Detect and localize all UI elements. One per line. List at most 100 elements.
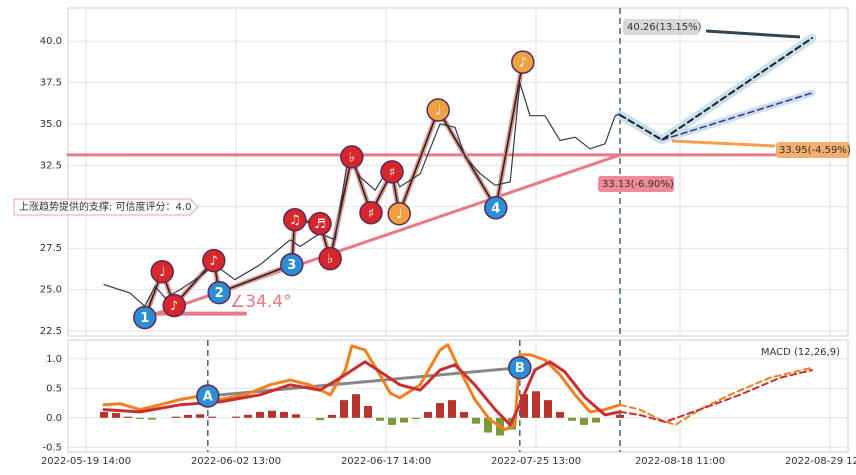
marker-label: ♭ — [327, 252, 333, 267]
histogram-bar — [592, 417, 600, 423]
histogram-bar — [316, 417, 324, 421]
low-label: 33.13(-6.90%) — [602, 179, 674, 190]
marker — [318, 246, 342, 271]
histogram-bar — [388, 417, 396, 425]
mid-label: 33.95(-4.59%) — [779, 145, 851, 156]
y-tick-label: 22.5 — [40, 326, 62, 337]
histogram-bar — [328, 414, 336, 418]
y-tick-label: -0.5 — [42, 442, 62, 453]
macd-title: MACD (12,26,9) — [761, 347, 840, 358]
marker — [162, 293, 186, 318]
marker-label: ♩ — [435, 104, 441, 119]
marker — [508, 355, 532, 380]
histogram-bar — [484, 417, 492, 433]
label-box — [598, 176, 674, 192]
series-line — [102, 360, 622, 427]
histogram-bar — [232, 416, 240, 418]
histogram-bar — [172, 416, 180, 418]
marker — [196, 384, 220, 408]
marker — [340, 145, 364, 169]
histogram-bar — [364, 406, 372, 418]
marker-label: ♯ — [389, 165, 395, 180]
histogram-bar — [520, 394, 528, 418]
marker-label: 3 — [287, 258, 296, 273]
histogram-bar — [268, 410, 276, 418]
histogram-bar — [568, 417, 576, 421]
marker — [283, 207, 307, 232]
histogram-bar — [376, 417, 384, 421]
marker — [484, 196, 508, 220]
y-tick-label: 1.0 — [46, 354, 62, 365]
histogram-bar — [556, 411, 564, 418]
y-tick-label: 25.0 — [40, 285, 62, 296]
y-tick-label: 40.0 — [40, 36, 62, 47]
histogram-bar — [124, 416, 132, 418]
histogram-bar — [400, 417, 408, 423]
marker-label: ♪ — [519, 56, 527, 71]
histogram-bar — [112, 413, 120, 418]
histogram-bar — [292, 414, 300, 418]
arrow — [671, 139, 776, 148]
high-label: 40.26(13.15%) — [627, 22, 702, 33]
label-box — [776, 142, 850, 158]
marker — [511, 50, 535, 74]
series-line — [661, 92, 813, 141]
series-line-core — [144, 61, 524, 319]
marker-label: 4 — [491, 201, 500, 216]
x-tick-label: 2022-07-25 13:00 — [491, 456, 581, 467]
marker-label: ♩ — [159, 265, 165, 280]
marker-label: ♯ — [368, 206, 374, 221]
histogram-bar — [184, 414, 192, 418]
histogram-bar — [580, 417, 588, 425]
histogram-bar — [100, 411, 108, 418]
marker-label: ♫ — [289, 213, 301, 228]
marker — [202, 248, 226, 273]
y-tick-label: 0.0 — [46, 413, 62, 424]
marker-label: 1 — [140, 311, 149, 326]
marker — [359, 201, 383, 225]
y-tick-label: 37.5 — [40, 78, 62, 89]
y-tick-label: 32.5 — [40, 160, 62, 171]
series-line — [619, 37, 813, 141]
histogram-bar — [256, 411, 264, 418]
histogram-bar — [424, 411, 432, 418]
histogram-bar — [412, 417, 420, 419]
marker-label: 2 — [215, 286, 224, 301]
histogram-bar — [460, 411, 468, 418]
arrow — [705, 29, 801, 39]
angle-label: ∠34.4° — [230, 292, 292, 312]
marker — [380, 160, 404, 184]
y-tick-label: 35.0 — [40, 119, 62, 130]
x-tick-label: 2022-05-19 14:00 — [41, 456, 131, 467]
x-tick-label: 2022-06-17 14:00 — [341, 456, 431, 467]
histogram-bar — [616, 414, 624, 418]
support-label: 上涨趋势提供的支撑: 可信度评分：4.0 — [19, 200, 191, 213]
marker-label: ♪ — [210, 254, 218, 269]
marker — [426, 98, 450, 122]
label-box — [623, 19, 699, 35]
marker-label: ♬ — [314, 217, 326, 232]
histogram-bar — [448, 400, 456, 418]
histogram-bar — [280, 411, 288, 418]
series-line — [619, 366, 813, 426]
histogram-bar — [472, 417, 480, 424]
histogram-bar — [244, 414, 252, 418]
marker — [387, 201, 411, 226]
histogram-bar — [352, 394, 360, 418]
histogram-bar — [436, 403, 444, 418]
x-tick-label: 2022-08-18 11:00 — [635, 456, 725, 467]
histogram-bar — [208, 416, 216, 418]
x-tick-label: 2022-06-02 13:00 — [191, 456, 281, 467]
histogram-bar — [136, 417, 144, 419]
marker-label: ♪ — [170, 299, 178, 314]
marker-label: ♩ — [396, 207, 402, 222]
histogram-bar — [544, 400, 552, 418]
series-line — [619, 369, 813, 423]
y-tick-label: 0.5 — [46, 383, 62, 394]
marker — [133, 305, 157, 330]
histogram-bar — [340, 400, 348, 418]
marker-label: A — [203, 390, 213, 405]
marker — [207, 280, 231, 305]
macd-panel — [67, 339, 849, 453]
